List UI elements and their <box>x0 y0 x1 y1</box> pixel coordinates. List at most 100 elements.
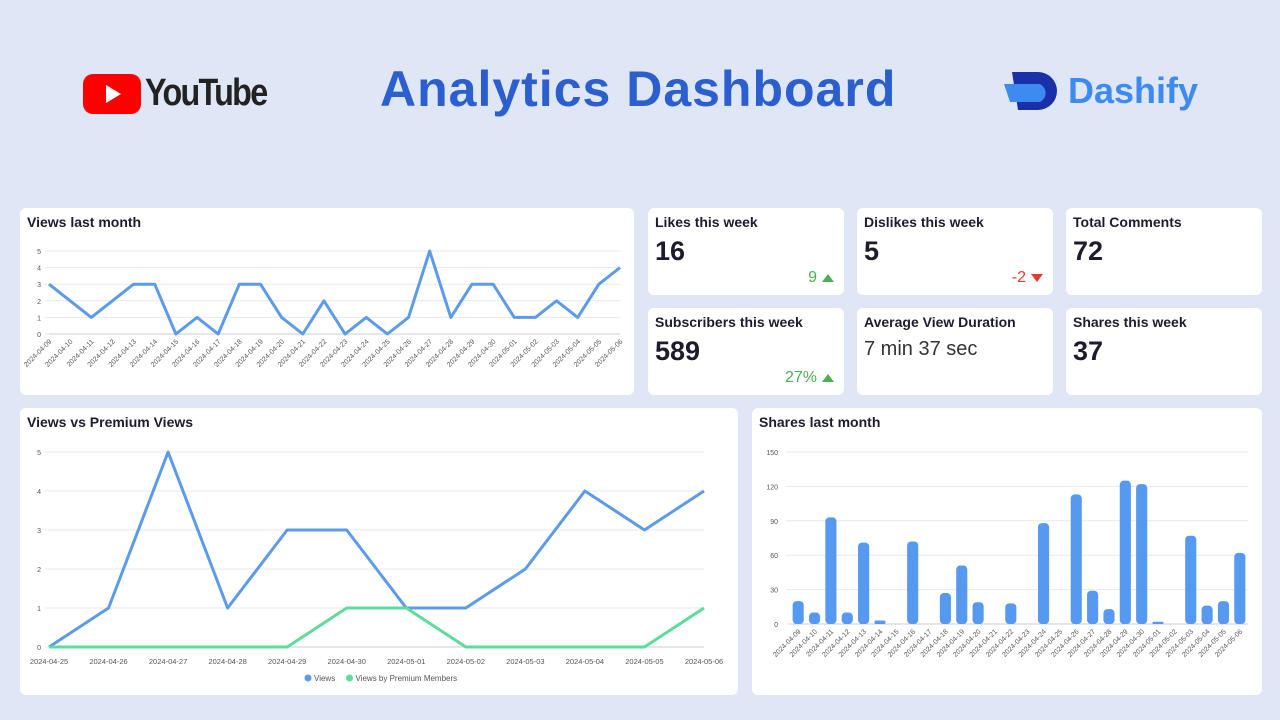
page-title: Analytics Dashboard <box>380 61 897 117</box>
x-tick-label: 2024-05-04 <box>566 657 604 666</box>
bar <box>1119 480 1131 624</box>
x-tick-label: 2024-05-05 <box>625 657 663 666</box>
views-vs-premium-card: Views vs Premium Views 0 1 2 3 4 5 2024-04-25 2… <box>20 408 738 695</box>
kpi-delta-value: -2 <box>1011 269 1026 286</box>
y-tick-label: 5 <box>37 450 41 457</box>
bar <box>1037 523 1050 624</box>
bar <box>874 620 886 624</box>
bar <box>956 565 968 624</box>
kpi-value: 72 <box>1073 236 1104 266</box>
kpi-label: Subscribers this week <box>655 314 803 330</box>
legend-swatch <box>346 674 353 682</box>
kpi-delta-value: 9 <box>808 269 817 286</box>
kpi-value: 589 <box>655 336 701 366</box>
bar <box>1185 535 1197 624</box>
y-tick-label: 0 <box>37 332 41 339</box>
kpi-value: 5 <box>864 236 880 266</box>
arrow-up-icon <box>822 274 834 282</box>
kpi-card: Total Comments 72 <box>1066 208 1262 295</box>
y-tick-label: 3 <box>37 528 41 535</box>
y-tick-label: 30 <box>770 588 778 595</box>
x-tick-label: 2024-04-29 <box>268 657 306 666</box>
x-tick-label: 2024-04-26 <box>89 657 127 666</box>
kpi-value: 16 <box>655 236 686 266</box>
views-vs-premium-chart: 0 1 2 3 4 5 2024-04-25 2024-04-26 2024-04-27 2024… <box>30 450 723 683</box>
y-tick-label: 1 <box>37 606 41 613</box>
y-tick-label: 2 <box>37 567 41 574</box>
kpi-label: Likes this week <box>655 214 758 230</box>
arrow-down-icon <box>1031 274 1043 282</box>
bar <box>907 541 919 624</box>
kpi-delta: 27% <box>785 369 834 387</box>
x-tick-label: 2024-05-06 <box>685 657 723 666</box>
legend-label: Views <box>314 674 335 683</box>
bar <box>1136 484 1148 624</box>
bar <box>1070 494 1082 624</box>
y-tick-label: 120 <box>766 484 778 491</box>
kpi-label: Dislikes this week <box>864 214 984 230</box>
card-title: Shares last month <box>759 414 881 430</box>
youtube-logo: YouTube <box>83 72 288 115</box>
series-line <box>48 450 705 649</box>
bar <box>1005 603 1017 624</box>
kpi-label: Shares this week <box>1073 314 1187 330</box>
x-tick-label: 2024-04-27 <box>149 657 187 666</box>
bar <box>808 612 821 624</box>
bar <box>858 542 870 624</box>
kpi-card: Shares this week 37 <box>1066 308 1262 395</box>
x-tick-label: 2024-04-30 <box>328 657 366 666</box>
y-tick-label: 4 <box>37 266 41 273</box>
views-last-month-chart: 0123452024-04-092024-04-102024-04-112024… <box>23 249 624 369</box>
y-tick-label: 1 <box>37 315 41 322</box>
kpi-delta-value: 27% <box>784 369 817 386</box>
bar <box>1217 601 1230 624</box>
bar <box>1087 590 1099 624</box>
legend-swatch <box>304 674 312 682</box>
y-tick-label: 3 <box>37 282 41 289</box>
series-line <box>49 606 705 649</box>
youtube-logo-text: YouTube <box>145 72 268 114</box>
dashify-logo-text: Dashify <box>1068 70 1199 111</box>
y-tick-label: 0 <box>774 622 778 629</box>
y-tick-label: 60 <box>770 553 778 560</box>
x-tick-label: 2024-05-01 <box>387 657 425 666</box>
kpi-value: 7 min 37 sec <box>864 338 978 360</box>
bar <box>972 602 984 624</box>
youtube-play-icon <box>83 73 141 114</box>
bar <box>825 517 837 624</box>
bar <box>1103 609 1115 624</box>
bar <box>1152 621 1164 624</box>
dashify-logo: Dashify <box>1004 70 1198 112</box>
arrow-up-icon <box>822 374 834 382</box>
dashify-logo-icon <box>1004 72 1057 110</box>
kpi-card: Average View Duration 7 min 37 sec <box>857 308 1053 395</box>
shares-last-month-chart: 03060901201502024-04-092024-04-102024-04… <box>766 450 1248 659</box>
series-line <box>48 249 621 336</box>
bar <box>792 601 804 624</box>
kpi-card: Subscribers this week 589 27% <box>648 308 844 395</box>
x-tick-label: 2024-04-25 <box>30 657 68 666</box>
kpi-delta: -2 <box>1012 269 1043 287</box>
card-title: Views vs Premium Views <box>27 414 194 430</box>
bar <box>1201 605 1213 624</box>
x-tick-label: 2024-05-02 <box>447 657 485 666</box>
kpi-label: Total Comments <box>1073 214 1182 230</box>
bar <box>841 612 853 624</box>
x-tick-label: 2024-04-28 <box>208 657 246 666</box>
legend-label: Views by Premium Members <box>356 674 458 683</box>
shares-last-month-card: Shares last month 0 30 60 90 120 150 2024-04-0… <box>752 408 1262 695</box>
kpi-card: Likes this week 16 9 <box>648 208 844 295</box>
y-tick-label: 90 <box>770 519 778 526</box>
card-title: Views last month <box>27 214 142 230</box>
y-tick-label: 2 <box>37 299 41 306</box>
kpi-value: 37 <box>1073 336 1104 366</box>
y-tick-label: 5 <box>37 249 41 256</box>
bar <box>939 593 951 624</box>
x-tick-label: 2024-05-03 <box>506 657 544 666</box>
kpi-card: Dislikes this week 5 -2 <box>857 208 1053 295</box>
kpi-delta: 9 <box>808 269 834 287</box>
bar <box>1234 552 1246 624</box>
y-tick-label: 0 <box>37 645 41 652</box>
y-tick-label: 150 <box>766 450 778 457</box>
views-last-month-card: Views last month 0 1 2 3 4 5 2024-04-09 2024-04… <box>20 208 634 395</box>
